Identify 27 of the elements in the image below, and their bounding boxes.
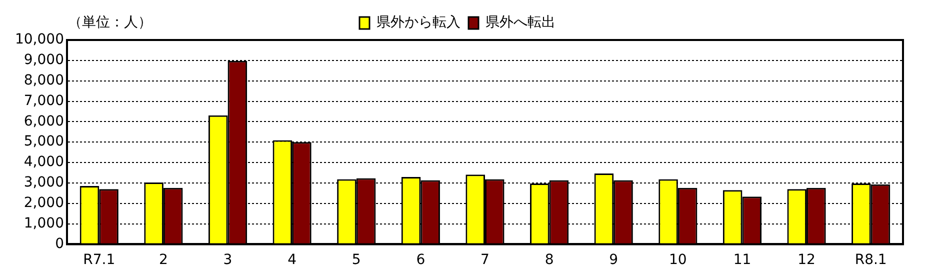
legend-label: 県外から転入: [376, 14, 460, 31]
x-tick-label: 7: [480, 252, 490, 268]
y-tick-label: 7,000: [24, 92, 64, 109]
y-tick-label: 2,000: [24, 195, 64, 211]
x-tick-label: 3: [223, 252, 232, 268]
y-tick-label: 9,000: [24, 52, 64, 68]
x-tick-label: 5: [352, 252, 361, 268]
y-tick-label: 3,000: [24, 174, 64, 191]
x-tick-label: 12: [798, 252, 816, 268]
y-tick-label: 1,000: [24, 215, 64, 232]
x-tick-label: R8.1: [854, 252, 887, 268]
y-tick-label: 4,000: [24, 154, 64, 170]
x-tick-label: 6: [416, 252, 426, 268]
x-tick-label: 9: [609, 252, 618, 268]
x-tick-label: 4: [288, 252, 297, 268]
x-tick-label: 2: [158, 252, 168, 268]
x-tick-label: 8: [544, 252, 554, 268]
y-tick-label: 6,000: [24, 113, 64, 130]
y-tick-label: 5,000: [24, 134, 64, 150]
x-tick-label: R7.1: [83, 252, 116, 268]
text: （単位：人）: [68, 14, 152, 31]
legend-label: 県外へ転出: [486, 14, 556, 31]
y-tick-label: 10,000: [14, 32, 64, 48]
x-tick-label: 10: [669, 252, 687, 268]
y-tick-label: 8,000: [24, 72, 64, 88]
x-tick-label: 11: [733, 252, 752, 268]
y-tick-label: 0: [55, 236, 64, 252]
